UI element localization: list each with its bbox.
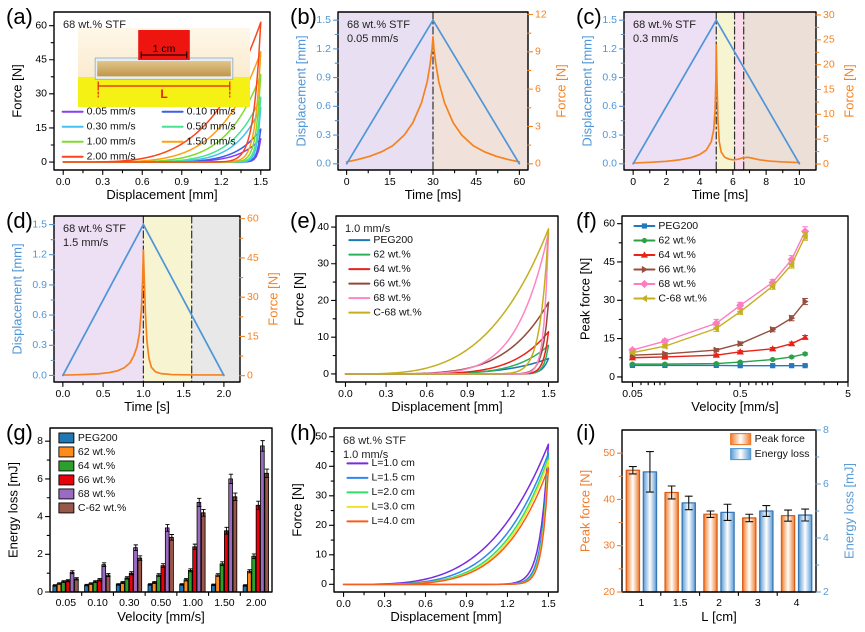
panel-b: (b) xyxy=(288,4,572,204)
panel-e: (e) xyxy=(288,208,572,418)
panel-g-chart xyxy=(4,420,284,629)
panel-a-chart xyxy=(4,4,284,204)
panel-d-chart xyxy=(4,208,284,418)
panel-label-d: (d) xyxy=(6,208,33,233)
panel-label-i: (i) xyxy=(576,420,596,445)
panel-label-b: (b) xyxy=(290,4,317,29)
panel-g: (g) xyxy=(4,420,284,629)
panel-label-e: (e) xyxy=(290,208,317,233)
panel-c: (c) xyxy=(574,4,862,204)
panel-label-c: (c) xyxy=(576,4,602,29)
panel-label-f: (f) xyxy=(576,208,597,233)
panel-a: (a) xyxy=(4,4,284,204)
panel-label-h: (h) xyxy=(290,420,317,445)
panel-f: (f) xyxy=(574,208,862,418)
panel-h: (h) xyxy=(288,420,572,629)
panel-i: (i) xyxy=(574,420,862,629)
panel-label-a: (a) xyxy=(6,4,33,29)
panel-label-g: (g) xyxy=(6,420,33,445)
panel-e-chart xyxy=(288,208,572,418)
panel-b-chart xyxy=(288,4,572,204)
panel-i-chart xyxy=(574,420,862,629)
panel-d: (d) xyxy=(4,208,284,418)
panel-c-chart xyxy=(574,4,862,204)
panel-f-chart xyxy=(574,208,862,418)
panel-h-chart xyxy=(288,420,572,629)
